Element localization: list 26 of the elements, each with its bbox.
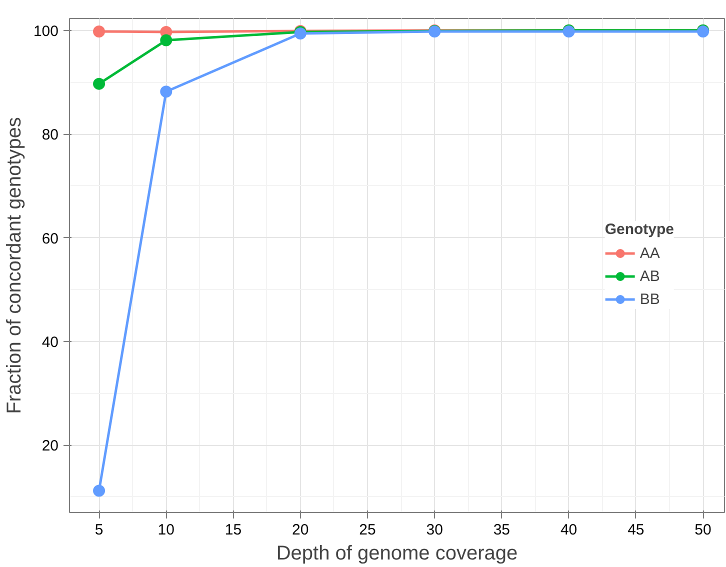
x-tick-label: 10 [158, 522, 174, 538]
x-tick-label: 15 [224, 522, 242, 538]
legend-title: Genotype [604, 221, 674, 238]
y-tick-label: 40 [42, 334, 59, 351]
x-tick-label: 20 [292, 522, 309, 538]
legend-label: BB [640, 290, 660, 308]
y-axis-title: Fraction of concordant genotypes [3, 117, 26, 414]
x-tick-label: 5 [94, 522, 104, 538]
point [160, 34, 172, 46]
point [160, 86, 172, 98]
x-tick-label: 30 [426, 522, 443, 538]
x-axis-title: Depth of genome coverage [276, 542, 518, 564]
legend-label: AA [640, 244, 660, 262]
point [93, 78, 106, 90]
x-tick-label: 40 [560, 522, 578, 538]
y-tick-label: 60 [42, 230, 59, 248]
x-tick-label: 35 [493, 522, 510, 538]
point [93, 484, 106, 497]
y-tick-label: 100 [33, 22, 59, 40]
x-tick-label: 25 [359, 522, 376, 538]
y-tick-label: 80 [42, 126, 59, 144]
x-tick-label: 50 [694, 522, 712, 538]
legend-label: AB [640, 268, 660, 284]
x-tick-label: 45 [628, 522, 644, 538]
y-tick-label: 20 [42, 438, 59, 455]
point [93, 25, 106, 38]
